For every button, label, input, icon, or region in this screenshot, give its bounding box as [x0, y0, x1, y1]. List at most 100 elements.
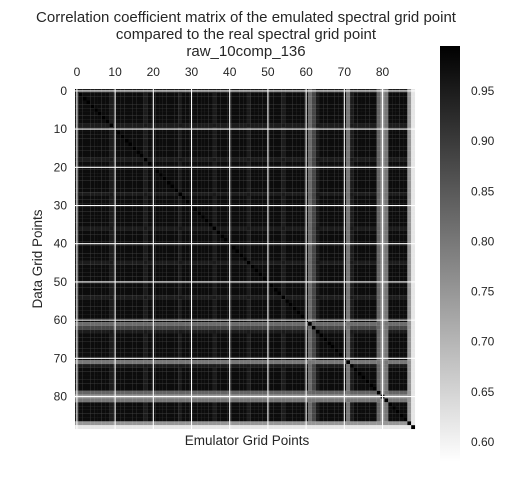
heatmap-cell	[193, 257, 198, 261]
heatmap-cell	[399, 207, 404, 212]
heatmap-cell	[254, 131, 259, 135]
heatmap-cell	[273, 150, 278, 154]
heatmap-cell	[162, 249, 167, 254]
heatmap-cell	[384, 92, 389, 97]
heatmap-cell	[254, 218, 259, 223]
heatmap-cell	[101, 153, 106, 158]
heatmap-cell	[181, 299, 186, 303]
heatmap-cell	[178, 287, 183, 292]
heatmap-cell	[105, 108, 110, 112]
heatmap-cell	[281, 295, 286, 300]
heatmap-cell	[365, 195, 370, 200]
heatmap-cell	[231, 245, 236, 250]
heatmap-cell	[269, 299, 274, 303]
heatmap-cell	[338, 161, 343, 166]
heatmap-cell	[132, 230, 137, 235]
heatmap-cell	[204, 272, 209, 277]
heatmap-cell	[231, 92, 236, 97]
heatmap-cell	[78, 272, 83, 277]
heatmap-cell	[258, 195, 263, 200]
heatmap-cell	[392, 150, 396, 154]
heatmap-cell	[338, 222, 343, 227]
heatmap-cell	[109, 299, 114, 303]
heatmap-cell	[311, 249, 316, 254]
heatmap-cell	[117, 195, 121, 200]
heatmap-cell	[376, 260, 381, 265]
heatmap-cell	[147, 119, 152, 124]
heatmap-cell	[323, 104, 328, 109]
heatmap-cell	[395, 215, 400, 219]
heatmap-cell	[101, 234, 106, 239]
heatmap-cell	[82, 253, 87, 258]
heatmap-cell	[105, 195, 110, 200]
heatmap-cell	[338, 283, 343, 288]
heatmap-cell	[388, 207, 393, 212]
heatmap-cell	[273, 153, 278, 158]
heatmap-cell	[281, 176, 286, 181]
heatmap-cell	[185, 264, 190, 269]
heatmap-cell	[376, 226, 381, 231]
heatmap-cell	[246, 299, 251, 303]
heatmap-cell	[90, 291, 95, 296]
heatmap-cell	[117, 192, 121, 197]
heatmap-cell	[399, 138, 404, 143]
heatmap-cell	[338, 195, 343, 200]
heatmap-cell	[143, 157, 148, 162]
heatmap-cell	[216, 111, 221, 116]
heatmap-cell	[392, 272, 396, 277]
heatmap-cell	[369, 119, 374, 124]
heatmap-cell	[216, 100, 221, 105]
heatmap-cell	[124, 104, 129, 109]
heatmap-cell	[296, 226, 301, 231]
heatmap-cell	[296, 268, 301, 273]
heatmap-cell	[136, 218, 140, 223]
heatmap-cell	[388, 283, 393, 288]
heatmap-cell	[159, 218, 163, 223]
heatmap-cell	[201, 257, 205, 261]
heatmap-cell	[327, 111, 332, 116]
heatmap-cell	[170, 268, 175, 273]
heatmap-cell	[132, 245, 137, 250]
heatmap-cell	[269, 142, 274, 147]
heatmap-cell	[361, 199, 366, 204]
heatmap-cell	[90, 283, 95, 288]
heatmap-cell	[132, 161, 137, 166]
heatmap-cell	[231, 157, 236, 162]
heatmap-cell	[350, 199, 354, 204]
heatmap-cell	[338, 207, 343, 212]
heatmap-cell	[201, 146, 205, 151]
heatmap-cell	[288, 207, 293, 212]
heatmap-cell	[308, 215, 312, 219]
heatmap-cell	[338, 134, 343, 139]
heatmap-cell	[132, 131, 137, 135]
heatmap-cell	[162, 161, 167, 166]
heatmap-cell	[147, 237, 152, 242]
heatmap-cell	[78, 195, 83, 200]
heatmap-cell	[170, 157, 175, 162]
heatmap-cell	[155, 92, 160, 97]
heatmap-cell	[101, 138, 106, 143]
heatmap-cell	[407, 299, 412, 303]
heatmap-cell	[159, 153, 163, 158]
heatmap-cell	[407, 207, 412, 212]
heatmap-cell	[120, 123, 125, 128]
heatmap-cell	[178, 207, 183, 212]
heatmap-cell	[319, 108, 324, 112]
heatmap-cell	[292, 192, 297, 197]
heatmap-cell	[86, 115, 91, 120]
heatmap-cell	[162, 245, 167, 250]
heatmap-cell	[201, 119, 205, 124]
heatmap-cell	[105, 153, 110, 158]
heatmap-cell	[262, 253, 267, 258]
heatmap-cell	[94, 230, 98, 235]
heatmap-cell	[384, 299, 389, 303]
heatmap-cell	[392, 131, 396, 135]
heatmap-cell	[117, 234, 121, 239]
heatmap-cell	[204, 92, 209, 97]
heatmap-cell	[250, 176, 255, 181]
heatmap-cell	[201, 249, 205, 254]
heatmap-cell	[258, 226, 263, 231]
heatmap-cell	[197, 234, 202, 239]
heatmap-cell	[315, 211, 320, 216]
heatmap-cell	[403, 276, 408, 281]
